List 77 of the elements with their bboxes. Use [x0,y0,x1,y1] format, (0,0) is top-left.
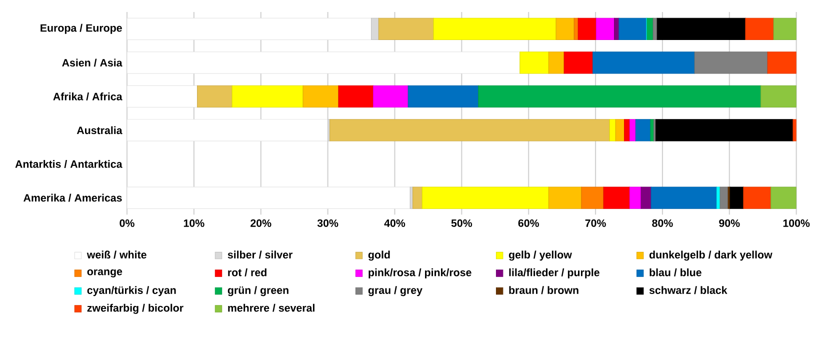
y-tick-label: Australia [76,126,122,134]
bar [596,18,615,40]
x-tick-label: 20% [250,219,272,227]
legend-label: grau / grey [368,286,422,296]
bar [629,186,642,209]
legend-label: cyan/türkis / cyan [87,286,176,296]
bar [127,85,198,108]
legend-label: dunkelgelb / dark yellow [649,250,772,261]
bar [656,18,746,40]
bar [548,52,564,74]
bar [609,119,616,142]
y-tick-label: Antarktis / Antarktica [15,160,122,168]
bar [330,119,610,142]
bar [720,186,728,209]
bar [618,18,647,40]
bar [629,119,636,142]
bar [656,119,794,142]
bar [792,119,796,142]
bar [624,119,630,142]
x-tick-label: 30% [317,219,338,227]
legend-label: blau / blue [650,268,702,276]
bar [694,52,768,74]
x-tick-label: 50% [451,219,472,227]
bar [232,85,304,108]
bar [603,186,630,209]
bar [646,18,654,40]
bar [650,119,654,142]
bar [578,18,596,40]
bar [520,52,549,74]
bar [760,85,796,108]
y-tick-label: Europa / Europe [40,24,122,34]
x-tick-label: 60% [518,219,539,227]
bar [640,186,652,209]
x-tick-label: 10% [184,219,204,227]
x-tick-label: 70% [585,219,606,227]
y-tick-label: Asien / Asia [62,58,122,67]
x-tick-label: 90% [719,219,740,227]
bar [745,18,774,40]
legend-label: schwarz / black [649,286,728,294]
bar [556,18,574,40]
bar [615,119,625,142]
legend-label: pink/rosa / pink/rose [368,268,472,278]
legend-label: braun / brown [509,286,578,294]
legend-label: rot / red [228,268,266,276]
bar [338,85,374,108]
x-tick-label: 0% [120,219,134,227]
bar [433,18,556,40]
legend-label: zweifarbig / bicolor [87,304,184,314]
legend-label: gold [368,250,390,261]
bar [743,186,772,209]
legend-label: mehrere / several [228,304,314,312]
legend-label: weiß / white [86,250,146,259]
bar [592,52,695,74]
bar [581,186,604,209]
bar [302,85,339,108]
x-tick-label: 100% [783,219,810,227]
bar [378,18,434,40]
bar [564,52,594,74]
y-tick-label: Amerika / Americas [24,194,122,202]
bar [635,119,651,142]
legend-label: lila/flieder / purple [509,268,600,278]
bar [650,186,717,209]
bar [478,85,762,108]
legend-label: orange [87,269,122,278]
x-tick-label: 40% [384,219,406,227]
bar [408,85,479,108]
bar [373,85,408,108]
bar [730,186,744,209]
legend-label: grün / green [228,286,288,296]
bar [548,186,582,209]
bar [412,186,422,209]
bar [422,186,549,209]
legend-label: silber / silver [228,250,292,259]
y-tick-label: Afrika / Africa [53,92,122,100]
bar [197,85,232,108]
legend-label: gelb / yellow [508,250,572,261]
x-tick-label: 80% [652,219,673,227]
